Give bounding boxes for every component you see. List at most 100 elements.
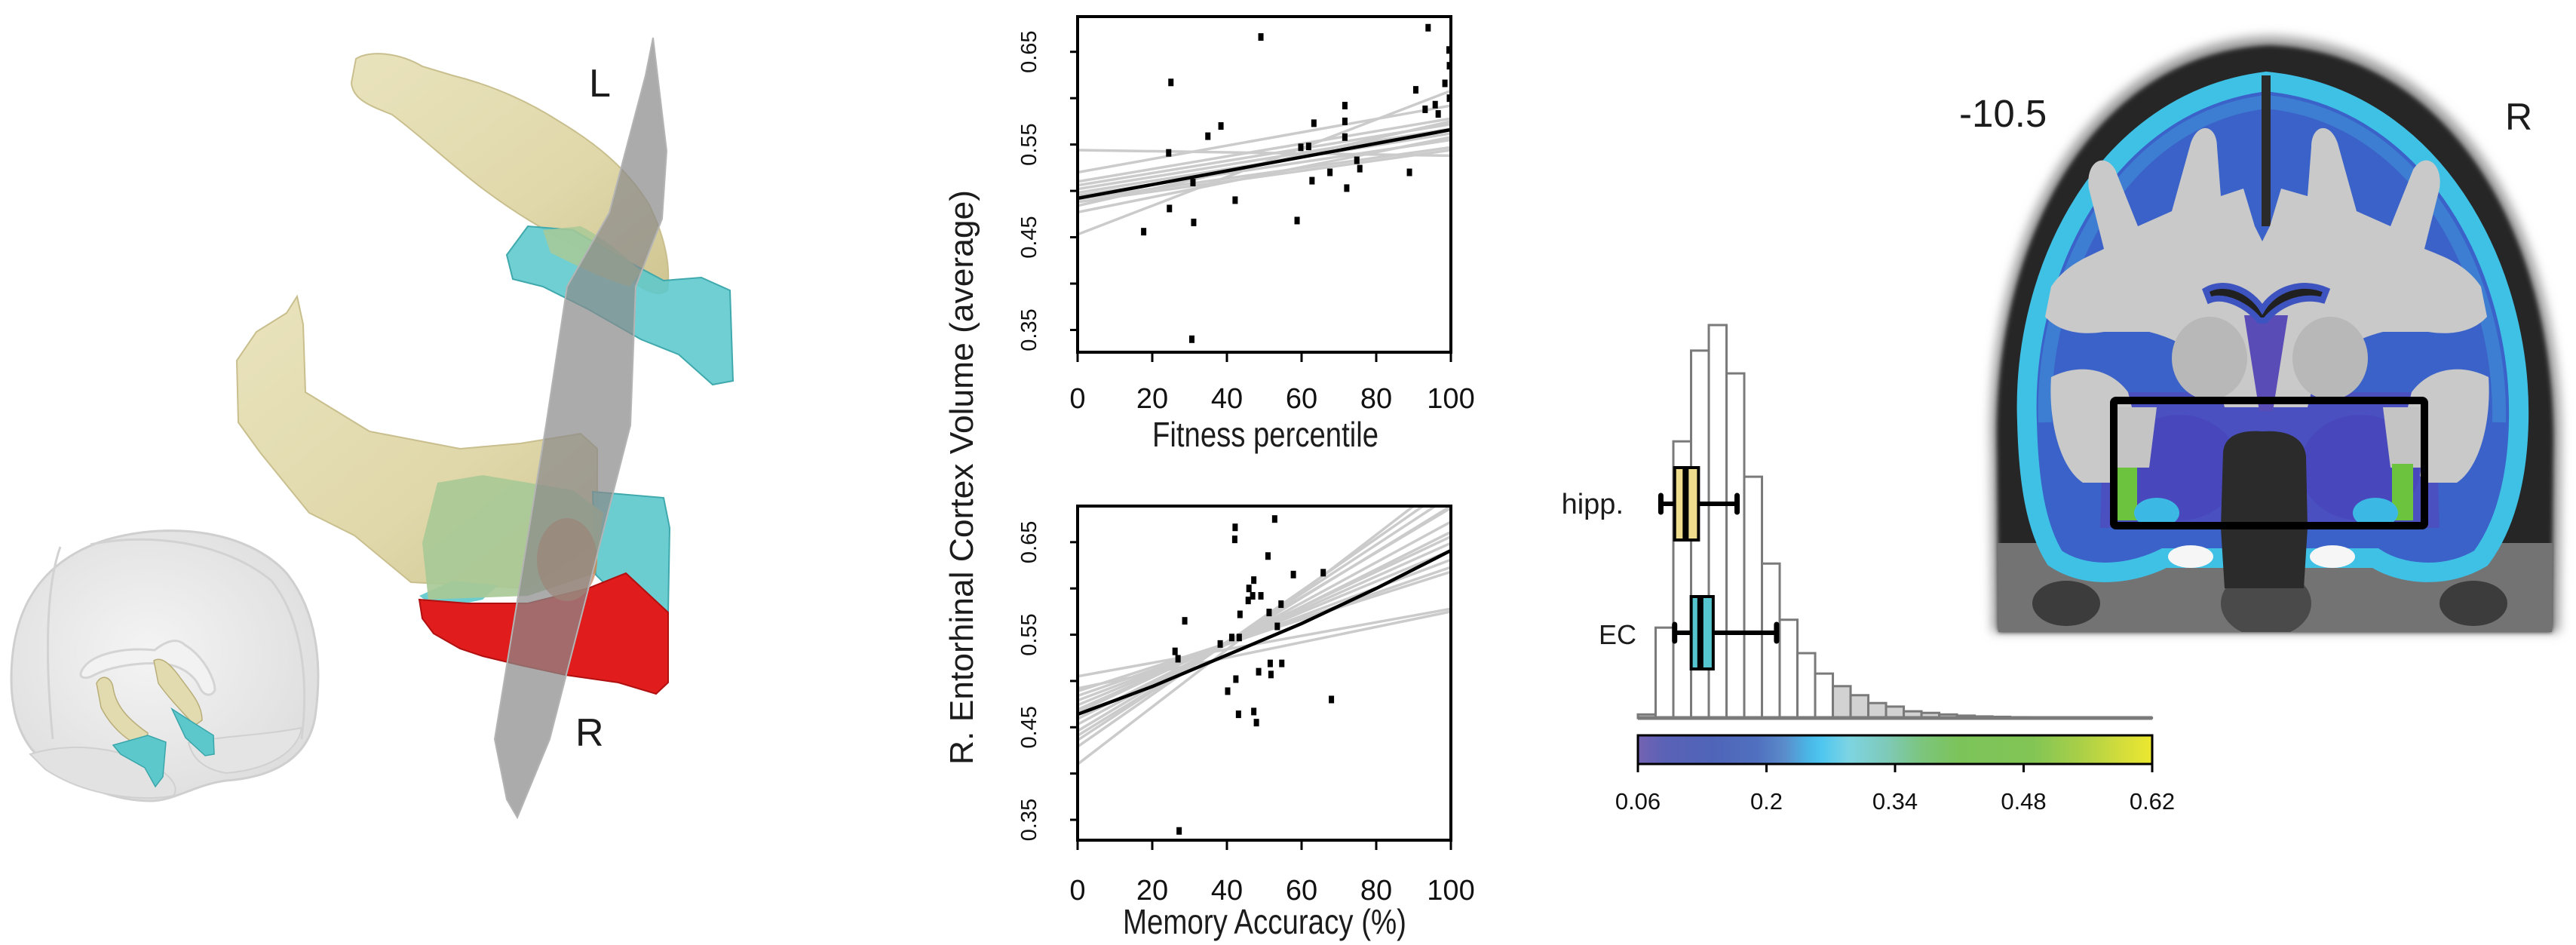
x-tick-label: 60 [1286, 875, 1317, 907]
x-tick-label: 40 [1211, 383, 1243, 415]
inset-entorhinal-left [112, 735, 167, 788]
data-point [1250, 592, 1256, 600]
left-hemisphere-label: L [589, 62, 611, 106]
colorbar-tick-label: 0.34 [1872, 788, 1918, 815]
data-point [1167, 204, 1173, 213]
data-point [1320, 569, 1326, 577]
orientation-label: R [2505, 96, 2532, 138]
data-point [1354, 156, 1360, 164]
bootstrap-fit-line [1078, 607, 1451, 678]
central-purple-wedge [2244, 315, 2288, 411]
data-point [1228, 634, 1234, 642]
x-tick-label: 80 [1360, 383, 1392, 415]
data-point [1357, 164, 1363, 173]
inset-hippocampus-right [153, 658, 203, 727]
gray-wedge-right [2383, 407, 2422, 468]
bootstrap-fit-lines [1078, 506, 1451, 766]
data-point [1271, 515, 1277, 523]
data-point [1168, 78, 1174, 87]
y-tick-label: 0.45 [1017, 706, 1041, 748]
x-axis-title-fitness: Fitness percentile [1152, 415, 1378, 454]
data-point [1190, 179, 1196, 187]
boxplot-label: EC [1599, 619, 1636, 650]
slice-plane [493, 37, 668, 820]
gray-wedge-left [2118, 407, 2157, 468]
boxplot-hippocampus: hipp. [1562, 466, 1740, 542]
plot-frame [1076, 15, 1452, 354]
data-point [1166, 149, 1172, 157]
histogram-bar [1832, 685, 1852, 719]
data-point [1267, 659, 1273, 667]
data-point [1342, 102, 1348, 110]
x-tick-label: 100 [1427, 875, 1474, 907]
data-point [1406, 168, 1412, 176]
cyan-patch-right [2353, 498, 2398, 528]
bright-spot-left [2168, 545, 2213, 568]
data-point [1258, 592, 1264, 600]
x-tick-label: 20 [1136, 383, 1168, 415]
data-point [1251, 707, 1257, 716]
data-point [1237, 610, 1243, 618]
thalamus-right [2292, 317, 2368, 400]
data-point [1191, 218, 1197, 226]
data-point [1246, 584, 1252, 593]
left-hemisphere-structures [350, 53, 734, 386]
y-tick-label: 0.65 [1017, 521, 1041, 563]
x-tick-label: 60 [1286, 383, 1317, 415]
boxplot-entorhinal: EC [1599, 595, 1780, 670]
data-point [1327, 168, 1333, 176]
thalamus-left [2172, 317, 2247, 400]
x-tick-label: 0 [1069, 875, 1085, 907]
data-point [1217, 640, 1223, 648]
data-point [1176, 827, 1182, 835]
hippocampus-3d-panel: L R [10, 37, 734, 820]
data-point [1412, 86, 1418, 94]
y-tick-label: 0.35 [1017, 799, 1041, 841]
dark-tissue [2032, 581, 2100, 626]
data-point [1182, 617, 1188, 625]
scatter-fitness: 0.35 0.45 0.55 0.65 0 20 40 60 80 100 [1017, 15, 1475, 415]
inset-entorhinal-right [170, 707, 215, 756]
x-tick-label: 80 [1360, 875, 1392, 907]
data-point [1245, 597, 1251, 605]
white-matter [2045, 127, 2487, 407]
data-point [1233, 675, 1239, 683]
bootstrap-fit-line [1078, 506, 1426, 748]
x-tick-label: 40 [1211, 875, 1243, 907]
bootstrap-fit-line [1078, 149, 1451, 204]
data-point [1422, 105, 1428, 113]
inset-brain-fold [187, 726, 303, 775]
data-point [1141, 228, 1147, 236]
boxplot-label: hipp. [1562, 489, 1624, 520]
histogram-bar [1867, 701, 1888, 719]
bright-spot-right [2310, 545, 2355, 568]
inset-hippocampus-left [96, 677, 149, 747]
data-point [1188, 335, 1194, 343]
data-point [1442, 79, 1448, 87]
plot-frame [1076, 505, 1452, 842]
data-point [1305, 143, 1311, 151]
data-point [1311, 119, 1317, 127]
histogram-bar [1725, 372, 1746, 719]
colorbar-tick-label: 0.62 [2130, 788, 2175, 815]
colorbar-tick-label: 0.2 [1750, 788, 1783, 815]
inset-brain-fold [90, 538, 306, 740]
data-point [1268, 670, 1274, 679]
regression-fit-line [1078, 127, 1451, 201]
histogram-bar [1814, 672, 1835, 719]
data-point [1435, 110, 1441, 118]
x-axis-title-memory: Memory Accuracy (%) [1123, 902, 1406, 941]
brainstem [2221, 431, 2308, 588]
histogram-bar [1743, 475, 1764, 719]
data-point [1446, 46, 1452, 54]
data-point [1236, 634, 1242, 642]
data-point [1232, 196, 1238, 204]
histogram-bar [1796, 652, 1817, 719]
data-point [1231, 535, 1237, 544]
x-tick-label: 20 [1136, 875, 1168, 907]
bootstrap-fit-line [1078, 530, 1451, 720]
scatter-memory: 0.35 0.45 0.55 0.65 0 20 40 60 80 100 [1017, 505, 1475, 907]
data-point [1265, 552, 1271, 560]
data-point [1172, 647, 1178, 655]
